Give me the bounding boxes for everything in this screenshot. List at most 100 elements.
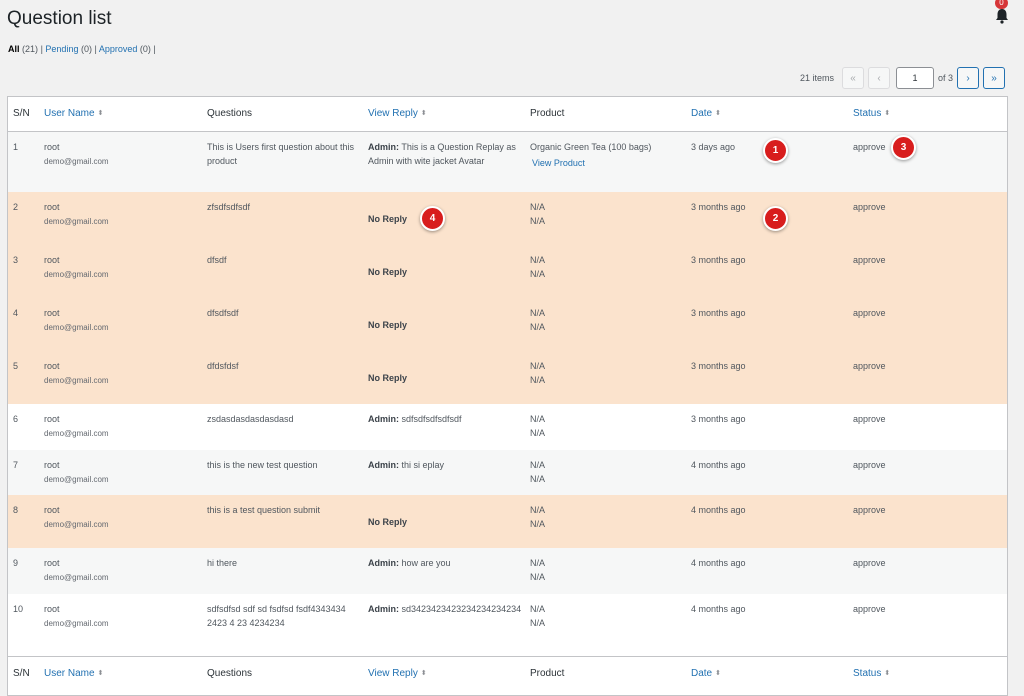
product-name-secondary: N/A	[530, 572, 546, 582]
product-name-secondary: N/A	[530, 216, 546, 226]
last-page-button[interactable]: »	[983, 67, 1005, 89]
column-footer-status[interactable]: Status ⬍	[848, 655, 1007, 690]
cell-user: root demo@gmail.com	[39, 298, 202, 351]
prev-page-button[interactable]: ‹	[867, 67, 890, 89]
cell-product: Organic Green Tea (100 bags) View Product	[525, 131, 686, 192]
column-header-product-label: Product	[530, 108, 565, 120]
no-reply-label: No Reply	[368, 373, 408, 383]
cell-sn: 3	[8, 245, 39, 298]
cell-question: zsdasdasdasdasdasd	[202, 404, 363, 450]
cell-product: N/A N/A	[525, 450, 686, 495]
cell-date: 4 months ago	[686, 548, 848, 594]
cell-question: sdfsdfsd sdf sd fsdfsd fsdf4343434 2423 …	[202, 594, 363, 656]
reply-author: Admin:	[368, 141, 399, 152]
annotation-marker-4: 4	[420, 206, 445, 231]
column-header-date-label[interactable]: Date	[691, 108, 713, 120]
filter-approved-label[interactable]: Approved	[98, 44, 138, 54]
sort-arrows-icon[interactable]: ⬍	[884, 669, 891, 677]
table-row: 6 root demo@gmail.com zsdasdasdasdasdasd Adm…	[8, 404, 1007, 450]
column-footer-product: Product	[525, 655, 686, 690]
column-footer-user-name-label[interactable]: User Name	[44, 667, 95, 679]
reply-text: This is a Question Replay as Admin with …	[368, 141, 516, 166]
column-footer-questions: Questions	[202, 655, 363, 690]
column-header-view-reply[interactable]: View Reply ⬍	[363, 97, 525, 132]
column-footer-user-name[interactable]: User Name ⬍	[39, 655, 202, 690]
filter-approved[interactable]: Approved (0)	[99, 44, 151, 54]
table-row: 1 root demo@gmail.com This is Users first q…	[8, 131, 1007, 192]
row-number: 4	[13, 308, 19, 318]
date-text: 4 months ago	[691, 505, 746, 515]
column-footer-date-label[interactable]: Date	[691, 667, 713, 679]
column-header-date[interactable]: Date ⬍	[686, 97, 848, 132]
filter-pending-label[interactable]: Pending	[45, 44, 79, 54]
row-number: 10	[13, 604, 24, 614]
bell-icon[interactable]	[992, 6, 1012, 24]
sort-arrows-icon[interactable]: ⬍	[715, 669, 721, 677]
column-footer-date[interactable]: Date ⬍	[686, 655, 848, 690]
cell-status: approve	[848, 192, 1007, 245]
sort-arrows-icon[interactable]: ⬍	[715, 110, 721, 118]
column-header-user-name-label[interactable]: User Name	[44, 108, 95, 120]
no-reply-label: No Reply	[368, 517, 408, 527]
column-footer-status-label[interactable]: Status	[853, 667, 882, 679]
column-header-user-name[interactable]: User Name ⬍	[39, 97, 202, 132]
table-footer: S/N User Name ⬍ Questions View Reply ⬍ Product…	[8, 655, 1007, 690]
view-product-link[interactable]: View Product	[532, 157, 585, 168]
column-footer-view-reply-label[interactable]: View Reply	[368, 667, 418, 679]
table-row: 2 root demo@gmail.com zfsdfsdfsdf No Reply N/…	[8, 192, 1007, 245]
page-title: Question list	[7, 8, 112, 29]
reply-author: Admin:	[368, 558, 399, 568]
date-text: 3 months ago	[691, 202, 746, 212]
cell-reply: Admin: This is a Question Replay as Admi…	[363, 131, 525, 192]
sort-arrows-icon[interactable]: ⬍	[420, 110, 427, 118]
reply-text: sd3423423423234234234234	[401, 604, 522, 614]
user-email: demo@gmail.com	[44, 270, 109, 279]
row-number: 2	[13, 202, 19, 212]
sort-arrows-icon[interactable]: ⬍	[420, 669, 427, 677]
cell-status: approve	[848, 594, 1007, 656]
filter-separator: |	[40, 44, 43, 54]
status-text: approve	[853, 141, 886, 152]
cell-question: dfsdf	[202, 245, 363, 298]
cell-product: N/A N/A	[525, 245, 686, 298]
date-text: 4 months ago	[691, 558, 746, 568]
column-header-status-label[interactable]: Status	[853, 108, 882, 120]
filter-pending[interactable]: Pending (0)	[45, 44, 92, 54]
row-number: 9	[13, 558, 19, 568]
cell-user: root demo@gmail.com	[39, 131, 202, 192]
cell-status: approve	[848, 298, 1007, 351]
sort-arrows-icon[interactable]: ⬍	[97, 669, 104, 677]
cell-sn: 9	[8, 548, 39, 594]
table-row: 5 root demo@gmail.com dfdsfdsf No Reply N/A N/…	[8, 351, 1007, 404]
first-page-button[interactable]: «	[841, 67, 864, 89]
status-text: approve	[853, 604, 886, 614]
question-text: dfsdfsdf	[207, 308, 239, 318]
column-footer-view-reply[interactable]: View Reply ⬍	[363, 655, 525, 690]
status-text: approve	[853, 202, 886, 212]
question-text: zsdasdasdasdasdasd	[207, 414, 294, 424]
current-page-input[interactable]	[895, 67, 934, 89]
reply-author: Admin:	[368, 604, 399, 614]
sort-arrows-icon[interactable]: ⬍	[884, 110, 891, 118]
total-pages: of 3	[937, 73, 953, 83]
column-header-questions-label: Questions	[207, 108, 253, 120]
next-page-button[interactable]: ›	[957, 67, 979, 89]
filter-separator: |	[153, 44, 156, 54]
column-header-status[interactable]: Status ⬍	[848, 97, 1007, 132]
user-name: root	[44, 460, 60, 470]
user-name: root	[44, 558, 60, 568]
cell-status: approve	[848, 351, 1007, 404]
cell-user: root demo@gmail.com	[39, 594, 202, 656]
status-text: approve	[853, 361, 886, 371]
filter-all[interactable]: All (21)	[8, 44, 41, 54]
product-name: N/A	[530, 505, 546, 515]
notification-badge: 0	[995, 0, 1008, 9]
question-text: sdfsdfsd sdf sd fsdfsd fsdf4343434 2423 …	[207, 604, 346, 628]
sort-arrows-icon[interactable]: ⬍	[97, 110, 104, 118]
user-email: demo@gmail.com	[44, 573, 109, 582]
cell-status: approve	[848, 404, 1007, 450]
table-row: 8 root demo@gmail.com this is a test questi…	[8, 495, 1007, 548]
table-row: 9 root demo@gmail.com hi there Admin: how ar…	[8, 548, 1007, 594]
filter-all-label[interactable]: All	[8, 44, 20, 54]
column-header-view-reply-label[interactable]: View Reply	[368, 108, 418, 120]
